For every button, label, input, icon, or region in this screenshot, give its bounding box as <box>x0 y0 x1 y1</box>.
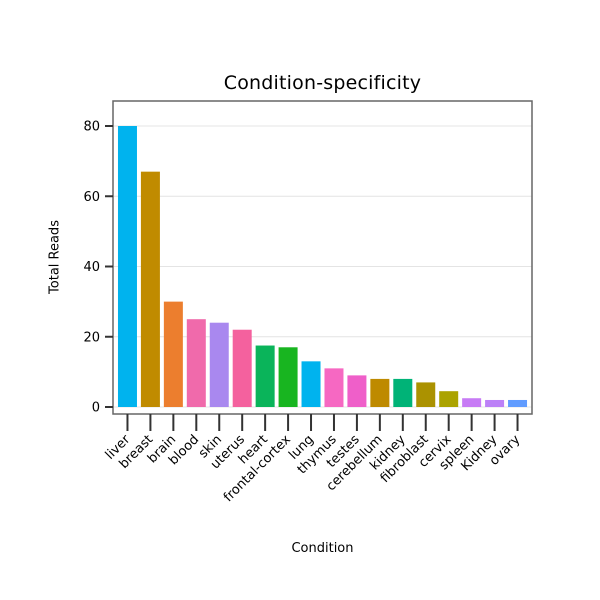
bar-kidney <box>393 378 413 407</box>
bar-fibroblast <box>416 382 436 407</box>
bar-blood <box>186 319 206 407</box>
bar-skin <box>209 322 229 407</box>
plot-border <box>112 100 533 415</box>
bar-cerebellum <box>370 378 390 407</box>
bar-heart <box>255 345 275 407</box>
bar-frontal-cortex <box>278 347 298 407</box>
bar-thymus <box>324 368 344 407</box>
x-axis-label: Condition <box>291 541 354 556</box>
chart-title: Condition-specificity <box>223 72 422 94</box>
bar-breast <box>140 171 160 407</box>
y-tick-label: 60 <box>83 190 100 205</box>
bar-testes <box>347 375 367 407</box>
y-tick-label: 40 <box>83 260 100 275</box>
bar-liver <box>117 126 137 407</box>
bar-brain <box>163 301 183 407</box>
y-tick-label: 80 <box>83 120 100 135</box>
bar-spleen <box>462 398 482 407</box>
bar-uterus <box>232 329 252 407</box>
bar-cervix <box>439 391 459 407</box>
bar-ovary <box>508 399 528 407</box>
y-tick-label: 20 <box>83 330 100 345</box>
bar-Kidney <box>485 399 505 407</box>
bar-lung <box>301 361 321 407</box>
y-tick-label: 0 <box>92 401 100 416</box>
